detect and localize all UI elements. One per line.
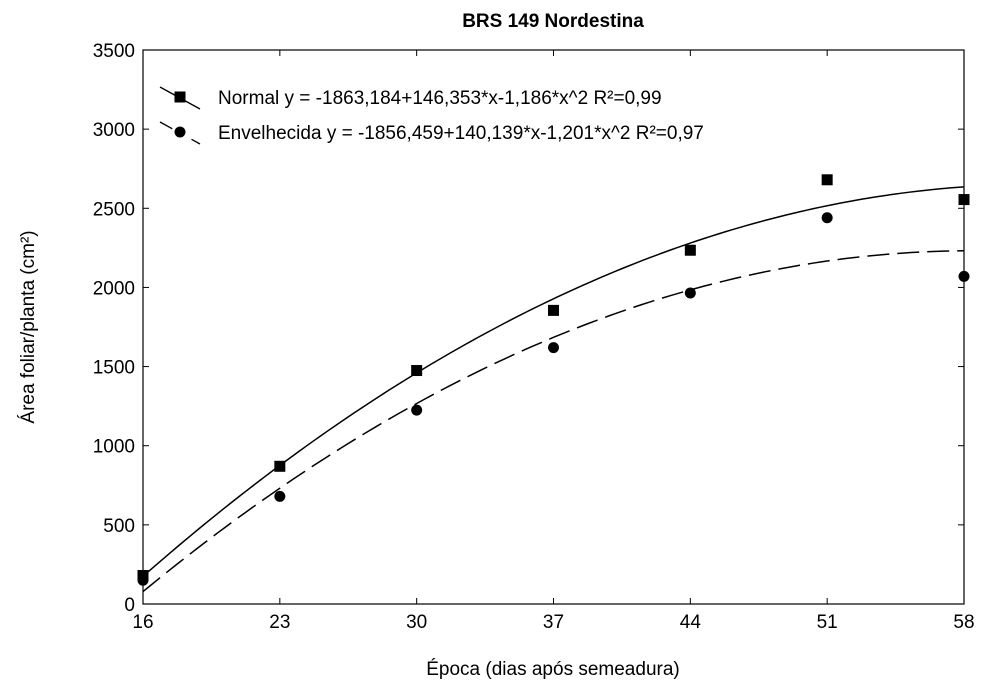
data-point [958,270,970,282]
y-tick-label: 500 [103,516,135,537]
legend-line [159,121,201,145]
y-tick-label: 3500 [93,41,135,62]
data-point [821,174,833,186]
legend-entry: Envelhecida y = -1856,459+140,139*x-1,20… [218,123,704,144]
legend-marker [174,91,186,103]
data-point [684,287,696,299]
y-tick-label: 2000 [93,278,135,299]
y-axis-label: Área foliar/planta (cm²) [18,230,39,423]
x-axis-label: Época (dias após semeadura) [426,659,679,680]
legend-entry: Normal y = -1863,184+146,353*x-1,186*x^2… [218,88,662,109]
x-tick-label: 51 [817,612,838,633]
fit-curve [142,250,965,593]
chart-title: BRS 149 Nordestina [462,11,644,32]
x-tick-label: 44 [680,612,702,633]
data-point [821,212,833,224]
y-tick-label: 2500 [93,199,135,220]
data-point [958,194,970,206]
y-tick-label: 1000 [93,437,135,458]
y-tick-label: 1500 [93,358,135,379]
data-point [411,404,423,416]
x-tick-label: 30 [406,612,427,633]
data-point [411,365,423,377]
data-point [684,244,696,256]
data-point [137,574,149,586]
y-tick-label: 3000 [93,120,135,141]
legend-equation: y = -1863,184+146,353*x-1,186*x^2 R²=0,9… [285,88,662,109]
data-point [548,304,559,316]
data-point [274,460,286,472]
x-tick-label: 16 [132,612,153,633]
y-tick-label: 0 [124,595,135,616]
legend-marker [174,126,186,138]
data-point [274,490,286,502]
legend-equation: y = -1856,459+140,139*x-1,201*x^2 R²=0,9… [327,123,704,144]
x-tick-label: 37 [543,612,564,633]
data-point [548,342,559,354]
fit-curve [142,186,965,577]
x-tick-label: 58 [953,612,974,633]
x-tick-label: 23 [269,612,290,633]
legend-name: Envelhecida [218,123,322,144]
legend-name: Normal [218,88,279,109]
